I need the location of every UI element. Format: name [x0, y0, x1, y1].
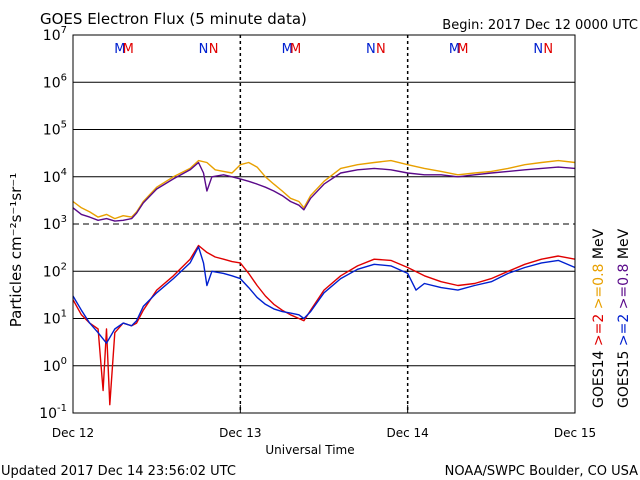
marker-n: N [199, 42, 209, 57]
marker-n: N [543, 42, 553, 57]
x-tick-label: Dec 12 [52, 426, 94, 440]
y-axis-label: Particles cm⁻²s⁻¹sr⁻¹ [7, 173, 25, 327]
legend-entry: >=2 [591, 314, 607, 351]
y-tick-labels: 10-1 100 101 102 103 104 105 106 107 [39, 25, 67, 422]
x-axis-label: Universal Time [265, 443, 354, 457]
marker-n: N [533, 42, 543, 57]
legend-entry: >=0.8 [616, 264, 632, 314]
marker-m: M [290, 42, 301, 57]
series-lines [72, 159, 576, 406]
series-line-2 [72, 244, 576, 406]
credit: NOAA/SWPC Boulder, CO USA [445, 464, 638, 479]
updated-time: Updated 2017 Dec 14 23:56:02 UTC [1, 464, 236, 479]
grid [72, 35, 576, 413]
legend-entry: MeV [616, 228, 632, 263]
satellite-markers: MM N N MM N N MM N N [114, 42, 553, 57]
series-line-3 [72, 246, 576, 344]
y-tick-label: 107 [43, 25, 67, 44]
series-line-0 [72, 159, 576, 220]
y-tick-label: 105 [43, 120, 67, 139]
y-tick-label: 103 [43, 214, 67, 233]
legend-column: GOES15 >=2 >=0.8 MeV [616, 228, 632, 408]
y-tick-label: 100 [43, 356, 67, 375]
legend-text: GOES14 >=2 >=0.8 MeV [591, 228, 607, 408]
marker-m: M [114, 42, 125, 57]
legend-column: GOES14 >=2 >=0.8 MeV [591, 228, 607, 408]
legend-entry: GOES15 [616, 351, 632, 408]
legend-entry: MeV [591, 228, 607, 263]
begin-time: Begin: 2017 Dec 12 0000 UTC [442, 18, 638, 33]
marker-n: N [366, 42, 376, 57]
marker-n: N [376, 42, 386, 57]
marker-n: N [209, 42, 219, 57]
marker-m: M [457, 42, 468, 57]
legend-entry: >=0.8 [591, 264, 607, 314]
series-line-1 [72, 161, 576, 222]
y-tick-label: 102 [43, 261, 67, 280]
y-tick-label: 104 [43, 167, 67, 186]
y-tick-label: 101 [43, 309, 67, 328]
chart-title: GOES Electron Flux (5 minute data) [40, 10, 307, 28]
x-tick-label: Dec 13 [219, 426, 261, 440]
plot-frame [72, 34, 576, 414]
legend-entry: >=2 [616, 314, 632, 351]
legend-text: GOES15 >=2 >=0.8 MeV [616, 228, 632, 408]
y-tick-label: 106 [43, 72, 67, 91]
legend-entry: GOES14 [591, 350, 607, 408]
marker-m: M [123, 42, 134, 57]
x-tick-labels: Dec 12 Dec 13 Dec 14 Dec 15 [52, 426, 596, 440]
x-tick-label: Dec 14 [387, 426, 429, 440]
y-tick-label: 10-1 [39, 403, 67, 422]
x-tick-label: Dec 15 [554, 426, 596, 440]
marker-m: M [449, 42, 460, 57]
marker-m: M [282, 42, 293, 57]
